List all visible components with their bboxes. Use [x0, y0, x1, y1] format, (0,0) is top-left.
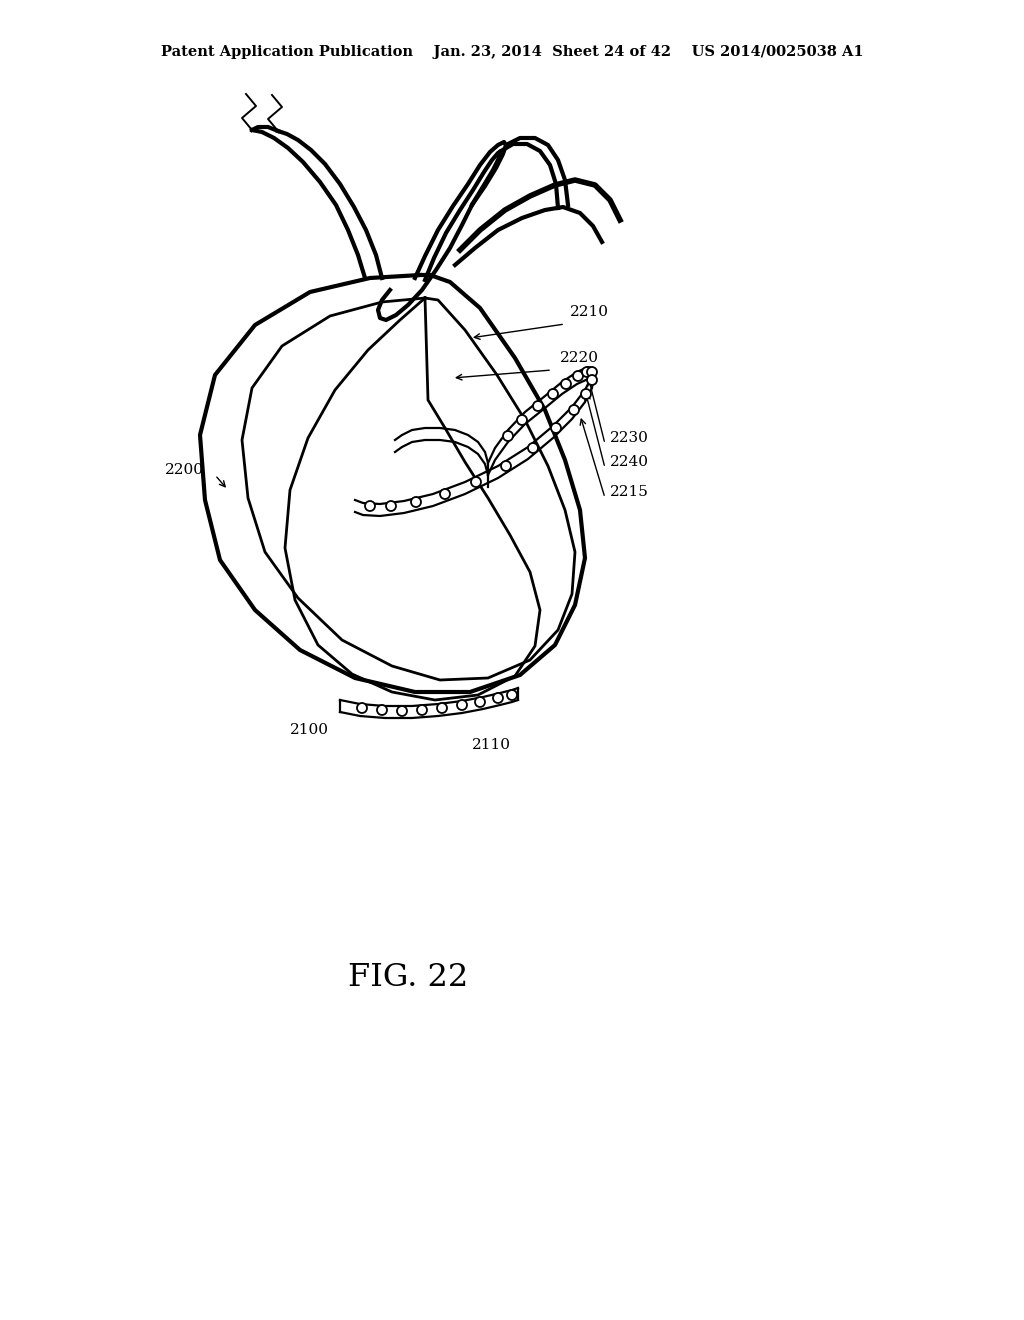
- Text: 2220: 2220: [560, 351, 599, 366]
- Text: 2210: 2210: [570, 305, 609, 319]
- Circle shape: [561, 379, 571, 389]
- Circle shape: [503, 432, 513, 441]
- Circle shape: [581, 389, 591, 399]
- Text: FIG. 22: FIG. 22: [348, 962, 468, 994]
- Circle shape: [440, 488, 450, 499]
- Circle shape: [587, 367, 597, 378]
- Circle shape: [548, 389, 558, 399]
- Circle shape: [411, 498, 421, 507]
- Circle shape: [551, 422, 561, 433]
- Circle shape: [534, 401, 543, 411]
- Circle shape: [437, 704, 447, 713]
- Text: 2240: 2240: [610, 455, 649, 469]
- Circle shape: [507, 690, 517, 700]
- Circle shape: [501, 461, 511, 471]
- Circle shape: [377, 705, 387, 715]
- Circle shape: [471, 477, 481, 487]
- Circle shape: [493, 693, 503, 704]
- Circle shape: [582, 367, 592, 378]
- Text: 2215: 2215: [610, 484, 649, 499]
- Text: 2110: 2110: [472, 738, 511, 752]
- Text: 2100: 2100: [290, 723, 329, 737]
- Text: 2200: 2200: [165, 463, 204, 477]
- Circle shape: [569, 405, 579, 414]
- Text: 2230: 2230: [610, 432, 649, 445]
- Text: Patent Application Publication    Jan. 23, 2014  Sheet 24 of 42    US 2014/00250: Patent Application Publication Jan. 23, …: [161, 45, 863, 59]
- Circle shape: [386, 502, 396, 511]
- Circle shape: [457, 700, 467, 710]
- Circle shape: [517, 414, 527, 425]
- Circle shape: [587, 375, 597, 385]
- Circle shape: [417, 705, 427, 715]
- Circle shape: [365, 502, 375, 511]
- Circle shape: [528, 444, 538, 453]
- Circle shape: [357, 704, 367, 713]
- Circle shape: [475, 697, 485, 708]
- Circle shape: [573, 371, 583, 381]
- Circle shape: [397, 706, 407, 715]
